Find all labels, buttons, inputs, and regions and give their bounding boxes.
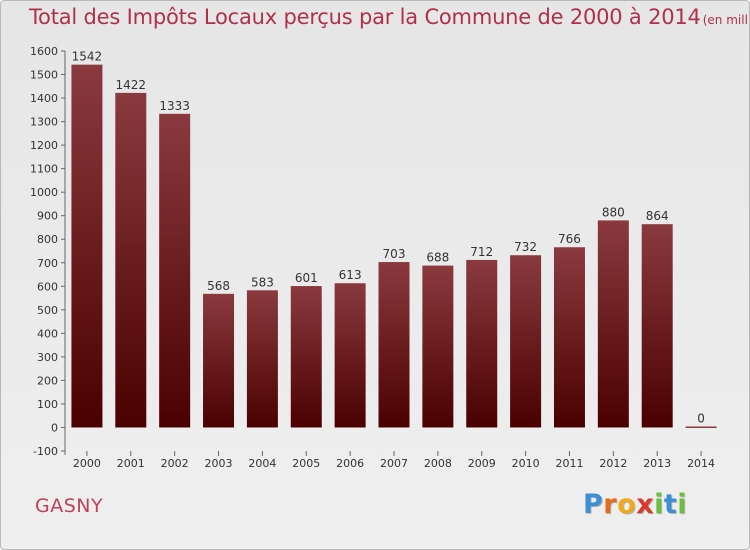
logo-letter: x bbox=[636, 489, 655, 520]
y-tick-label: 1000 bbox=[30, 186, 58, 199]
data-label: 880 bbox=[602, 205, 625, 219]
bar bbox=[203, 293, 235, 428]
bar bbox=[334, 283, 366, 428]
bar bbox=[466, 259, 498, 428]
x-tick-label: 2014 bbox=[687, 457, 715, 470]
logo-letter: i bbox=[677, 489, 688, 520]
data-label: 712 bbox=[470, 245, 493, 259]
x-tick-label: 2002 bbox=[161, 457, 189, 470]
bar bbox=[553, 247, 585, 428]
x-axis: 2000 2001 2002 2003 2004 2005 2006 2007 2008 2009… bbox=[73, 451, 715, 470]
chart-title: Total des Impôts Locaux perçus par la Co… bbox=[29, 5, 701, 29]
y-tick-label: 700 bbox=[37, 257, 58, 270]
bar bbox=[246, 290, 278, 428]
bar bbox=[378, 262, 410, 428]
bar bbox=[510, 255, 542, 428]
data-label: 583 bbox=[251, 275, 274, 289]
x-tick-label: 2006 bbox=[336, 457, 364, 470]
bar bbox=[290, 286, 322, 428]
bars bbox=[71, 64, 717, 428]
data-label: 732 bbox=[514, 240, 537, 254]
y-tick-label: 1500 bbox=[30, 69, 58, 82]
x-tick-label: 2009 bbox=[468, 457, 496, 470]
y-tick-label: 200 bbox=[37, 374, 58, 387]
x-tick-label: 2005 bbox=[292, 457, 320, 470]
x-tick-label: 2013 bbox=[643, 457, 671, 470]
x-tick-label: 2003 bbox=[205, 457, 233, 470]
y-tick-label: 900 bbox=[37, 210, 58, 223]
logo-letter: o bbox=[617, 489, 637, 520]
x-tick-label: 2010 bbox=[512, 457, 540, 470]
data-label: 1422 bbox=[116, 78, 147, 92]
bar bbox=[597, 220, 629, 428]
bar bbox=[71, 64, 103, 428]
x-tick-label: 2008 bbox=[424, 457, 452, 470]
y-tick-label: 600 bbox=[37, 280, 58, 293]
x-tick-label: 2001 bbox=[117, 457, 145, 470]
y-tick-label: 300 bbox=[37, 351, 58, 364]
y-tick-label: 0 bbox=[51, 421, 58, 434]
logo-letter: i bbox=[654, 489, 664, 520]
logo-letter: r bbox=[603, 489, 618, 520]
y-tick-label: 1200 bbox=[30, 139, 58, 152]
bar bbox=[422, 265, 454, 428]
y-tick-label: 1600 bbox=[30, 45, 58, 58]
bar bbox=[115, 92, 147, 428]
y-tick-label: 1100 bbox=[30, 163, 58, 176]
y-tick-label: 100 bbox=[37, 398, 58, 411]
y-tick-label: 1300 bbox=[30, 116, 58, 129]
logo-letter: t bbox=[663, 489, 678, 520]
y-tick-label: 800 bbox=[37, 233, 58, 246]
data-label: 601 bbox=[295, 271, 318, 285]
data-label: 766 bbox=[558, 232, 581, 246]
y-axis: -100 0 100 200 300 400 500 600 700 800 900 1000 1100… bbox=[30, 45, 66, 458]
logo-letter: P bbox=[583, 489, 604, 520]
y-tick-label: 1400 bbox=[30, 92, 58, 105]
data-label: 613 bbox=[339, 268, 362, 282]
data-label: 864 bbox=[646, 209, 669, 223]
data-label: 0 bbox=[697, 411, 705, 425]
x-tick-label: 2004 bbox=[248, 457, 276, 470]
data-labels: 1542 1422 1333 568 583 601 613 703 688 712 732 766 8… bbox=[72, 50, 705, 426]
data-label: 1333 bbox=[159, 99, 190, 113]
data-label: 703 bbox=[383, 247, 406, 261]
proxiti-logo: Proxiti bbox=[583, 489, 687, 520]
commune-name: GASNY bbox=[35, 495, 104, 517]
x-tick-label: 2007 bbox=[380, 457, 408, 470]
y-tick-label: -100 bbox=[33, 445, 58, 458]
bar bbox=[159, 113, 191, 428]
x-tick-label: 2011 bbox=[555, 457, 583, 470]
data-label: 568 bbox=[207, 279, 230, 293]
chart-title-row: Total des Impôts Locaux perçus par la Co… bbox=[29, 5, 749, 29]
chart-unit: (en milliers d'€) bbox=[702, 13, 749, 27]
x-tick-label: 2000 bbox=[73, 457, 101, 470]
bar bbox=[685, 426, 717, 428]
data-label: 1542 bbox=[72, 50, 103, 64]
x-tick-label: 2012 bbox=[599, 457, 627, 470]
y-tick-label: 400 bbox=[37, 327, 58, 340]
data-label: 688 bbox=[426, 251, 449, 265]
y-tick-label: 500 bbox=[37, 304, 58, 317]
bar bbox=[641, 224, 673, 428]
